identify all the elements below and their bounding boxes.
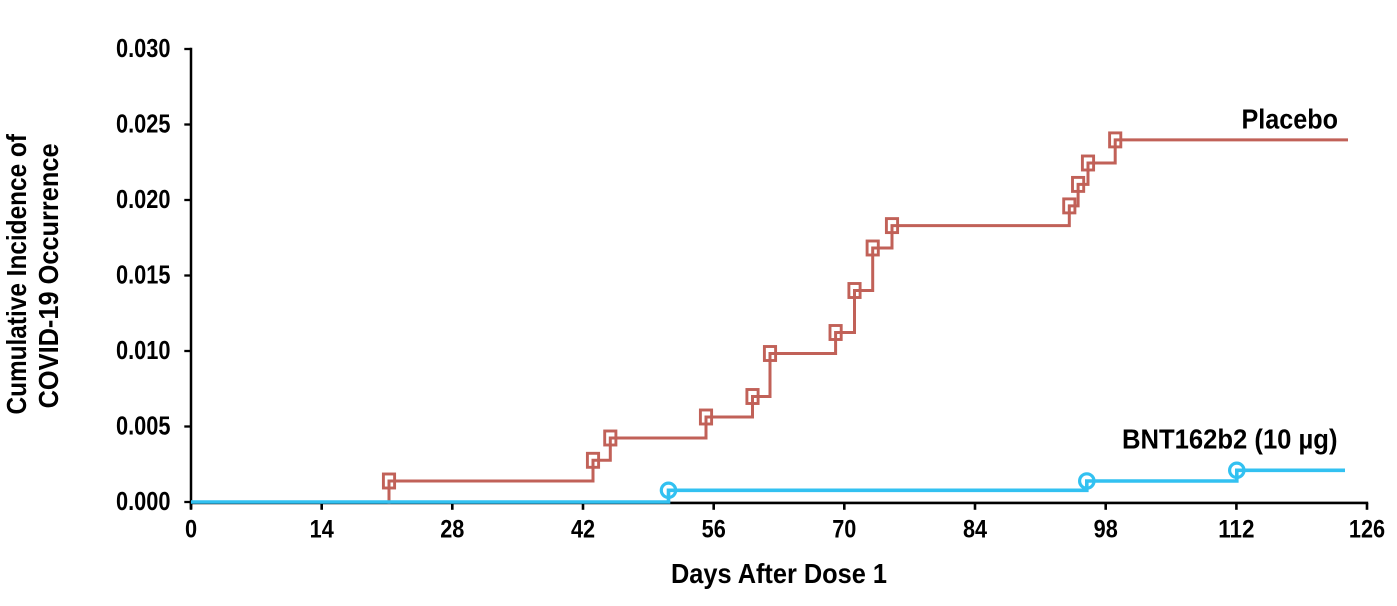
svg-text:42: 42	[571, 516, 595, 544]
svg-text:56: 56	[702, 516, 726, 544]
svg-text:COVID-19 Occurrence: COVID-19 Occurrence	[33, 143, 64, 408]
svg-text:70: 70	[832, 516, 856, 544]
svg-text:98: 98	[1094, 516, 1118, 544]
svg-text:BNT162b2 (10 µg): BNT162b2 (10 µg)	[1122, 424, 1338, 455]
svg-text:0.030: 0.030	[116, 33, 171, 63]
svg-text:0.005: 0.005	[116, 411, 171, 441]
svg-text:0.010: 0.010	[116, 335, 171, 365]
svg-text:Days After Dose 1: Days After Dose 1	[671, 558, 887, 589]
svg-text:Cumulative Incidence of: Cumulative Incidence of	[1, 133, 32, 414]
svg-text:0.015: 0.015	[116, 260, 171, 290]
svg-text:0.025: 0.025	[116, 109, 171, 139]
svg-text:0.020: 0.020	[116, 184, 171, 214]
svg-text:0: 0	[185, 516, 197, 544]
svg-text:126: 126	[1349, 516, 1385, 544]
svg-text:0.000: 0.000	[116, 486, 171, 516]
svg-text:Placebo: Placebo	[1242, 104, 1339, 135]
svg-text:84: 84	[963, 516, 987, 544]
svg-text:14: 14	[310, 516, 334, 544]
svg-text:28: 28	[440, 516, 464, 544]
svg-text:112: 112	[1218, 516, 1254, 544]
